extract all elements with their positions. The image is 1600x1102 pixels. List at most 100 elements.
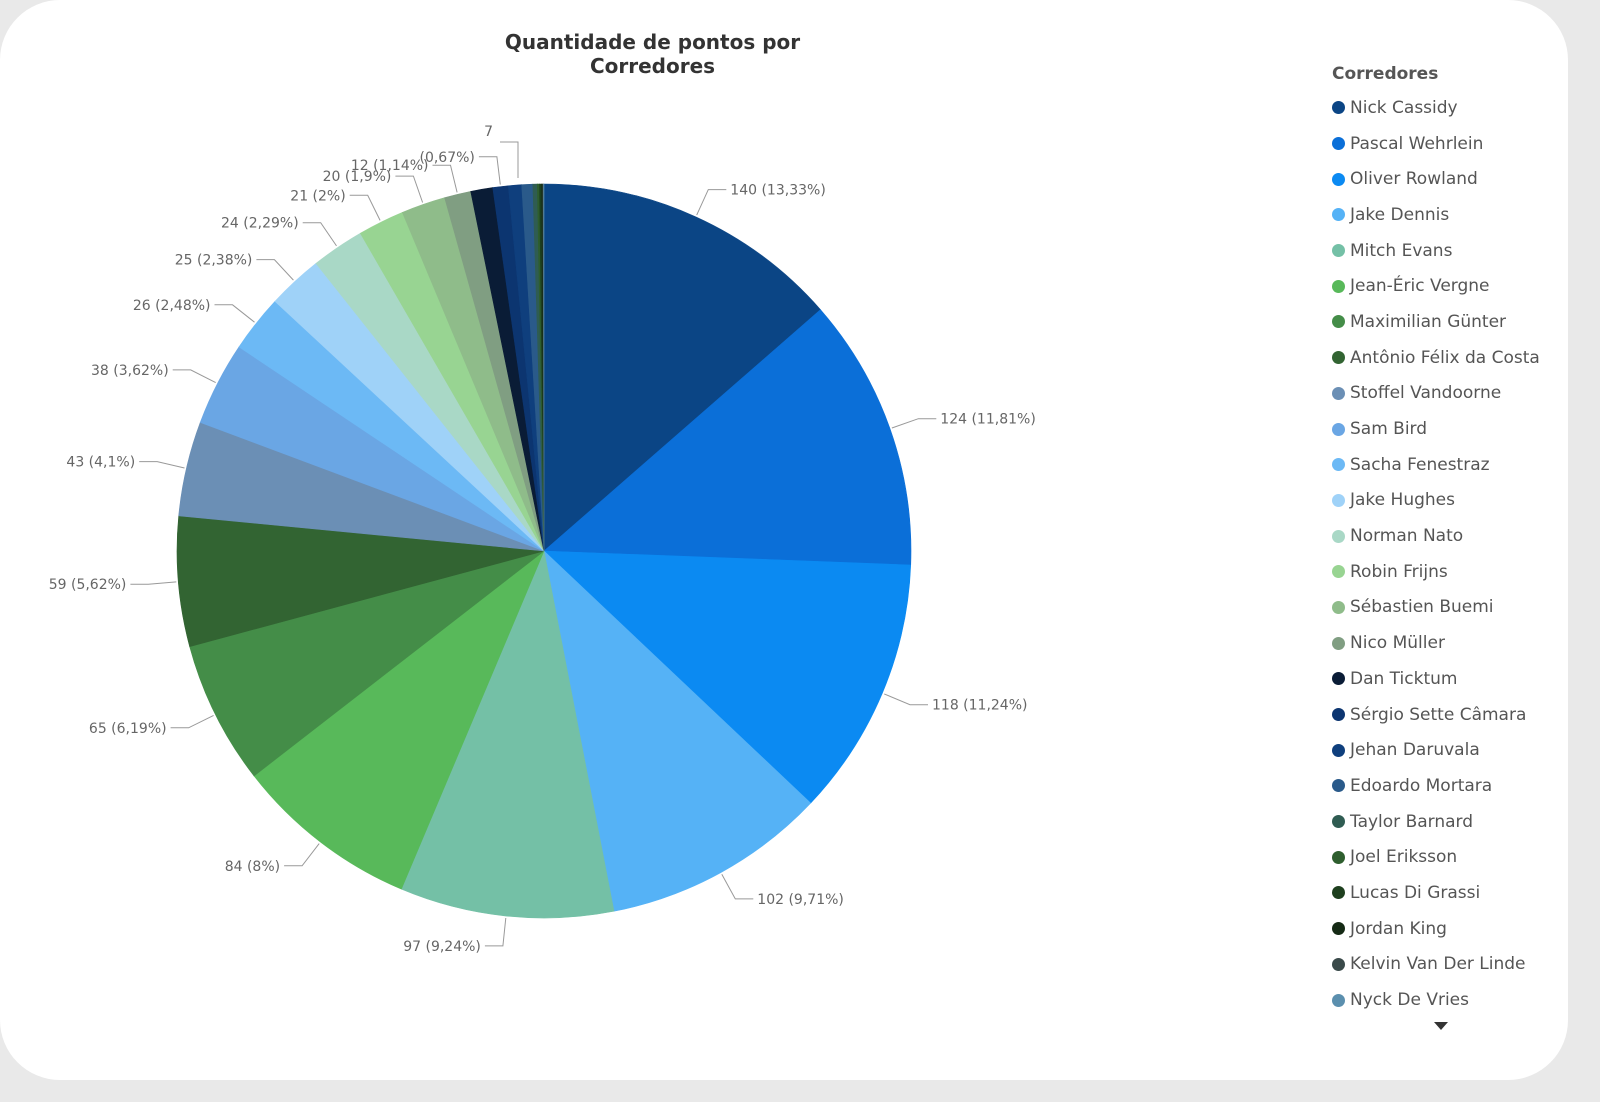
legend-item-oliver-rowland[interactable]: Oliver Rowland (1332, 161, 1562, 197)
legend-item-antonio-felix-da-costa[interactable]: Antônio Félix da Costa (1332, 340, 1562, 376)
legend-item-maximilian-gunter[interactable]: Maximilian Günter (1332, 304, 1562, 340)
legend-item-nick-cassidy[interactable]: Nick Cassidy (1332, 90, 1562, 126)
legend-label: Lucas Di Grassi (1350, 882, 1481, 903)
leader-line-sebastien-buemi (395, 175, 424, 203)
legend-item-pascal-wehrlein[interactable]: Pascal Wehrlein (1332, 126, 1562, 162)
data-label-maximilian-gunter: 65 (6,19%) (89, 721, 167, 737)
data-label-sergio-sette-camara: (0,67%) (419, 150, 474, 166)
data-label-jake-dennis: 102 (9,71%) (757, 892, 844, 908)
data-label-mitch-evans: 97 (9,24%) (403, 939, 481, 955)
legend-item-jake-dennis[interactable]: Jake Dennis (1332, 197, 1562, 233)
legend-item-kelvin-van-der-linde[interactable]: Kelvin Van Der Linde (1332, 947, 1562, 983)
legend-marker-icon (1332, 993, 1345, 1007)
legend-item-norman-nato[interactable]: Norman Nato (1332, 518, 1562, 554)
leader-line-antonio-felix-da-costa (130, 581, 177, 585)
legend-marker-icon (1332, 208, 1345, 222)
legend-marker-icon (1332, 565, 1345, 579)
legend-label: Nico Müller (1350, 633, 1445, 654)
leader-line-stoffel-vandoorne (139, 461, 185, 469)
data-label-jake-hughes: 25 (2,38%) (175, 253, 253, 269)
leader-line-norman-nato (302, 222, 337, 247)
legend-marker-icon (1332, 708, 1345, 722)
legend-item-dan-ticktum[interactable]: Dan Ticktum (1332, 661, 1562, 697)
data-label-pascal-wehrlein: 124 (11,81%) (940, 412, 1035, 428)
legend-label: Jake Hughes (1350, 490, 1455, 511)
legend-marker-icon (1332, 636, 1345, 650)
legend-label: Sacha Fenestraz (1350, 454, 1490, 475)
legend-marker-icon (1332, 315, 1345, 329)
legend-label: Kelvin Van Der Linde (1350, 954, 1526, 975)
legend-label: Edoardo Mortara (1350, 775, 1493, 796)
chart-title: Quantidade de pontos por Corredores (504, 30, 801, 78)
legend-label: Nick Cassidy (1350, 97, 1458, 118)
leader-line-jake-dennis (721, 874, 754, 900)
legend-marker-icon (1332, 279, 1345, 293)
leader-line-jean-eric-vergne (284, 843, 320, 867)
legend-item-taylor-barnard[interactable]: Taylor Barnard (1332, 804, 1562, 840)
legend-item-jordan-king[interactable]: Jordan King (1332, 911, 1562, 947)
data-label-nick-cassidy: 140 (13,33%) (730, 183, 825, 199)
leader-line-maximilian-gunter (170, 714, 214, 729)
leader-line-sergio-sette-camara (478, 156, 501, 185)
leader-line-sacha-fenestraz (214, 304, 255, 323)
legend-marker-icon (1332, 493, 1345, 507)
legend-label: Robin Frijns (1350, 561, 1448, 582)
legend-marker-icon (1332, 386, 1345, 400)
legend-label: Jordan King (1350, 918, 1447, 939)
legend-item-mitch-evans[interactable]: Mitch Evans (1332, 233, 1562, 269)
legend-item-nico-muller[interactable]: Nico Müller (1332, 625, 1562, 661)
legend-label: Sébastien Buemi (1350, 597, 1494, 618)
legend-label: Sam Bird (1350, 419, 1428, 440)
legend-item-nyck-de-vries[interactable]: Nyck De Vries (1332, 982, 1562, 1018)
legend-item-lucas-di-grassi[interactable]: Lucas Di Grassi (1332, 875, 1562, 911)
legend-marker-icon (1332, 779, 1345, 793)
legend-marker-icon (1332, 600, 1345, 614)
data-label-extra: 7 (484, 124, 493, 140)
data-label-antonio-felix-da-costa: 59 (5,62%) (49, 577, 127, 593)
leader-line-nick-cassidy (696, 189, 727, 216)
legend-item-sacha-fenestraz[interactable]: Sacha Fenestraz (1332, 447, 1562, 483)
data-label-nico-muller: 12 (1,14%) (351, 158, 429, 174)
legend-label: Jehan Daruvala (1350, 740, 1480, 761)
legend-item-jean-eric-vergne[interactable]: Jean-Éric Vergne (1332, 268, 1562, 304)
leader-line-extra (500, 141, 519, 178)
legend-label: Nyck De Vries (1350, 990, 1469, 1011)
legend-item-sebastien-buemi[interactable]: Sébastien Buemi (1332, 590, 1562, 626)
legend-item-stoffel-vandoorne[interactable]: Stoffel Vandoorne (1332, 376, 1562, 412)
data-label-sam-bird: 38 (3,62%) (91, 363, 169, 379)
legend-item-jake-hughes[interactable]: Jake Hughes (1332, 483, 1562, 519)
legend-item-robin-frijns[interactable]: Robin Frijns (1332, 554, 1562, 590)
pie-slice-mitch-evans[interactable] (400, 549, 615, 919)
pie-slice-antonio-felix-da-costa[interactable] (176, 515, 545, 647)
legend-label: Stoffel Vandoorne (1350, 383, 1502, 404)
leader-line-robin-frijns (349, 194, 381, 221)
legend-label: Joel Eriksson (1350, 847, 1458, 868)
legend-item-sam-bird[interactable]: Sam Bird (1332, 411, 1562, 447)
legend-label: Norman Nato (1350, 526, 1464, 547)
data-label-sacha-fenestraz: 26 (2,48%) (133, 298, 211, 314)
pie-slice-jake-dennis[interactable] (543, 550, 812, 912)
pie-slice-jean-eric-vergne[interactable] (253, 550, 545, 890)
legend-label: Pascal Wehrlein (1350, 133, 1484, 154)
leader-line-oliver-rowland (884, 693, 928, 706)
legend-item-joel-eriksson[interactable]: Joel Eriksson (1332, 839, 1562, 875)
legend-item-sergio-sette-camara[interactable]: Sérgio Sette Câmara (1332, 697, 1562, 733)
legend-marker-icon (1332, 458, 1345, 472)
pie-slice-oliver-rowland[interactable] (543, 550, 912, 804)
legend-marker-icon (1332, 957, 1345, 971)
leader-line-pascal-wehrlein (891, 418, 937, 429)
legend-marker-icon (1332, 815, 1345, 829)
data-label-norman-nato: 24 (2,29%) (221, 216, 299, 232)
legend-item-jehan-daruvala[interactable]: Jehan Daruvala (1332, 732, 1562, 768)
pie-slice-maximilian-gunter[interactable] (189, 550, 545, 777)
leader-line-sam-bird (172, 369, 216, 384)
legend-marker-icon (1332, 172, 1345, 186)
pie-slice-pascal-wehrlein[interactable] (543, 309, 912, 566)
legend-item-edoardo-mortara[interactable]: Edoardo Mortara (1332, 768, 1562, 804)
legend-marker-icon (1332, 922, 1345, 936)
pie-slice-nick-cassidy[interactable] (543, 183, 821, 552)
pie-chart: 140 (13,33%) 124 (11,81%) 118 (11,24%) 102 … (49, 124, 1036, 955)
legend: Corredores Nick Cassidy Pascal Wehrlein Ol… (1332, 64, 1562, 1018)
legend-scroll-down-icon[interactable] (1434, 1022, 1448, 1030)
legend-marker-icon (1332, 886, 1345, 900)
